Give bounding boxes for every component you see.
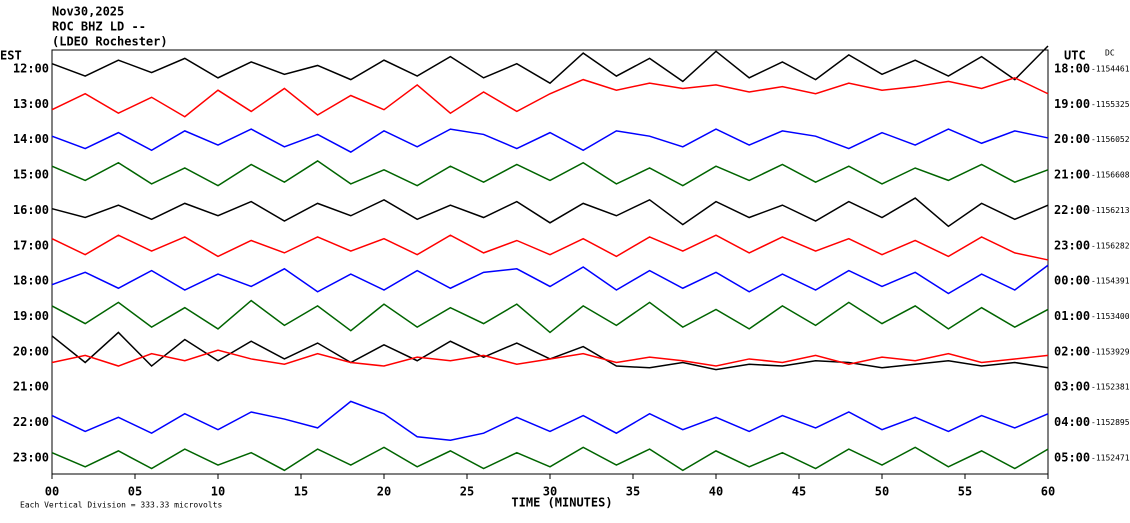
- trace: [51, 197, 1049, 228]
- trace: [51, 299, 1049, 334]
- est-hour-label: 19:00: [13, 309, 49, 323]
- est-hour-label: 16:00: [13, 203, 49, 217]
- trace: [51, 264, 1049, 295]
- trace: [51, 331, 1049, 371]
- utc-hour-label: 01:00: [1054, 309, 1090, 323]
- est-hour-label: 18:00: [13, 274, 49, 288]
- x-tick-label: 45: [792, 485, 806, 499]
- dc-offset: -1152895: [1091, 418, 1130, 427]
- est-hour-label: 21:00: [13, 380, 49, 394]
- trace: [51, 128, 1049, 153]
- x-tick-label: 20: [377, 485, 391, 499]
- utc-hour-label: 19:00: [1054, 97, 1090, 111]
- dc-offset: -1152471: [1091, 453, 1130, 462]
- dc-offset: -1155325: [1091, 100, 1130, 109]
- left-axis-label: EST: [0, 49, 22, 63]
- trace: [51, 446, 1049, 472]
- plot-frame: [51, 49, 1049, 475]
- dc-offset: -1152381: [1091, 383, 1130, 392]
- trace: [51, 349, 1049, 367]
- utc-hour-label: 04:00: [1054, 415, 1090, 429]
- x-tick-label: 40: [709, 485, 723, 499]
- x-tick-label: 10: [211, 485, 225, 499]
- x-tick-label: 60: [1041, 485, 1055, 499]
- x-tick-label: 50: [875, 485, 889, 499]
- x-tick-label: 25: [460, 485, 474, 499]
- trace: [51, 160, 1049, 187]
- right-axis-label: UTC: [1064, 49, 1086, 63]
- utc-hour-label: 05:00: [1054, 450, 1090, 464]
- x-tick-label: 30: [543, 485, 557, 499]
- utc-hour-label: 23:00: [1054, 238, 1090, 252]
- trace: [51, 77, 1049, 118]
- trace: [51, 400, 1049, 442]
- est-hour-label: 14:00: [13, 132, 49, 146]
- utc-hour-label: 18:00: [1054, 62, 1090, 76]
- est-hour-label: 23:00: [13, 450, 49, 464]
- dc-offset: -1156282: [1091, 241, 1130, 250]
- utc-hour-label: 03:00: [1054, 380, 1090, 394]
- title-line: ROC BHZ LD --: [52, 20, 146, 34]
- est-hour-label: 15:00: [13, 168, 49, 182]
- est-hour-label: 13:00: [13, 97, 49, 111]
- dc-offset: -1154461: [1091, 65, 1130, 74]
- utc-hour-label: 21:00: [1054, 168, 1090, 182]
- x-tick-label: 00: [45, 485, 59, 499]
- x-axis-label: TIME (MINUTES): [511, 496, 612, 510]
- est-hour-label: 12:00: [13, 62, 49, 76]
- utc-hour-label: 02:00: [1054, 344, 1090, 358]
- dc-label: DC: [1105, 49, 1115, 58]
- dc-offset: -1153400: [1091, 312, 1130, 321]
- title-line: (LDEO Rochester): [52, 35, 168, 49]
- est-hour-label: 17:00: [13, 238, 49, 252]
- dc-offset: -1156052: [1091, 135, 1130, 144]
- footnote: Each Vertical Division = 333.33 microvol…: [20, 501, 222, 510]
- est-hour-label: 20:00: [13, 344, 49, 358]
- trace: [51, 45, 1049, 85]
- utc-hour-label: 00:00: [1054, 274, 1090, 288]
- x-tick-label: 05: [128, 485, 142, 499]
- est-hour-label: 22:00: [13, 415, 49, 429]
- dc-offset: -1156608: [1091, 171, 1130, 180]
- utc-hour-label: 22:00: [1054, 203, 1090, 217]
- dc-offset: -1153929: [1091, 347, 1130, 356]
- x-tick-label: 55: [958, 485, 972, 499]
- x-tick-label: 15: [294, 485, 308, 499]
- x-tick-label: 35: [626, 485, 640, 499]
- utc-hour-label: 20:00: [1054, 132, 1090, 146]
- title-line: Nov30,2025: [52, 5, 124, 19]
- dc-offset: -1156213: [1091, 206, 1130, 215]
- dc-offset: -1154391: [1091, 277, 1130, 286]
- trace: [51, 234, 1049, 261]
